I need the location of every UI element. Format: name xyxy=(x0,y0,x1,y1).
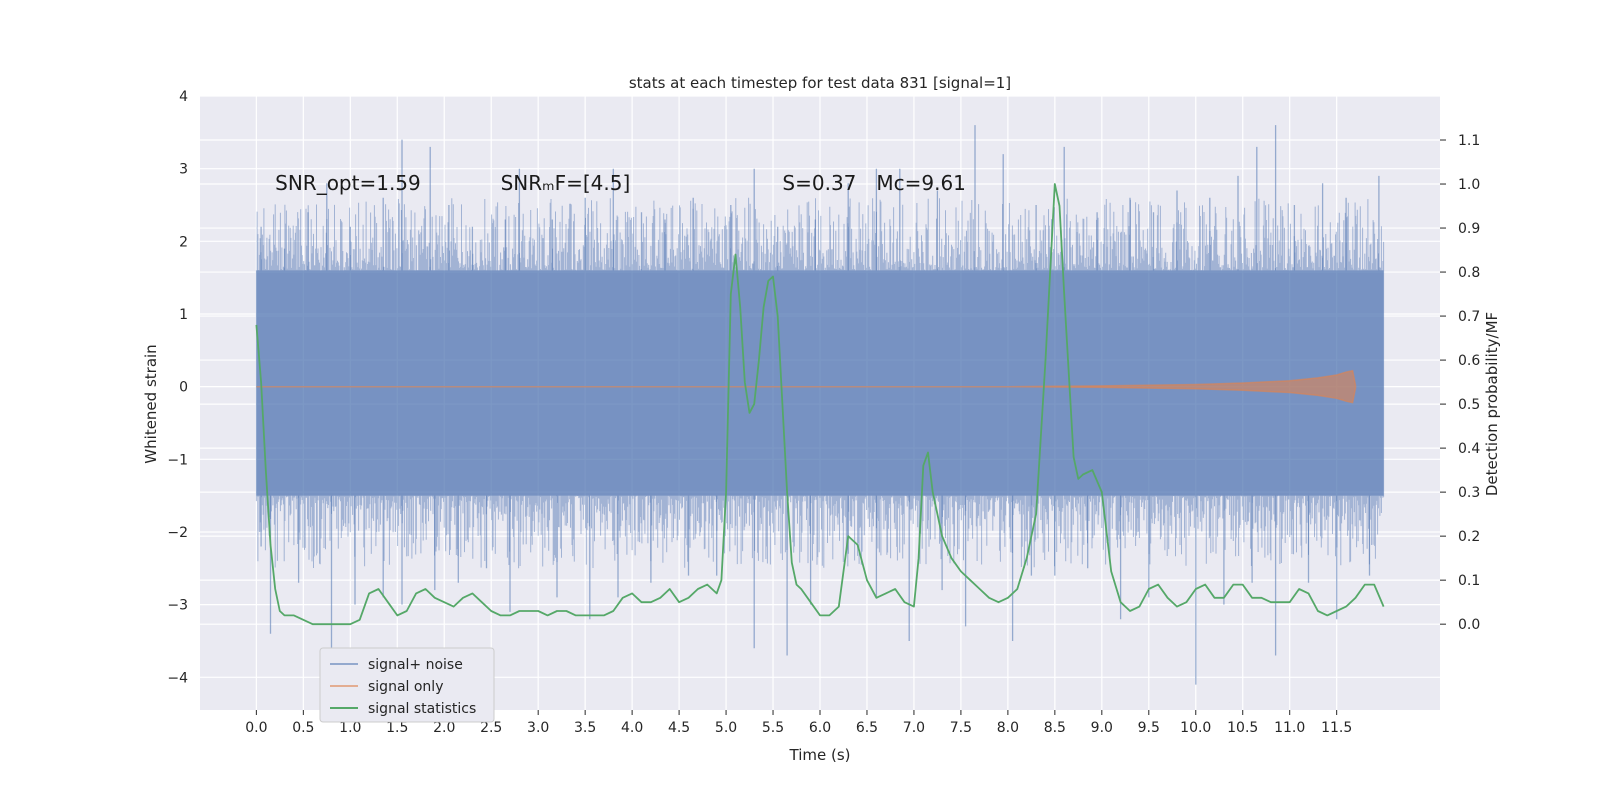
x-tick-label-4: 2.0 xyxy=(433,720,455,736)
annotation-3: Mᴄ=9.61 xyxy=(876,171,966,195)
x-tick-label-9: 4.5 xyxy=(668,720,690,736)
x-tick-label-2: 1.0 xyxy=(339,720,361,736)
y-right-tick-label-2: 0.9 xyxy=(1458,221,1480,237)
x-tick-label-21: 10.5 xyxy=(1227,720,1258,736)
x-tick-label-6: 3.0 xyxy=(527,720,549,736)
y-left-tick-label-4: 0 xyxy=(179,380,188,396)
x-tick-label-13: 6.5 xyxy=(856,720,878,736)
x-tick-labels: 0.0 0.5 1.0 1.5 2.0 2.5 3.0 3.5 4.0 4.5 5.0 5.5 6.0 6… xyxy=(245,710,1352,736)
legend-label-signal-noise: signal+ noise xyxy=(368,657,463,673)
x-tick-label-17: 8.5 xyxy=(1044,720,1066,736)
x-tick-label-7: 3.5 xyxy=(574,720,596,736)
y-right-tick-label-0: 1.1 xyxy=(1458,133,1480,149)
x-tick-label-15: 7.5 xyxy=(950,720,972,736)
y-left-tick-label-0: 4 xyxy=(179,89,188,105)
x-tick-label-5: 2.5 xyxy=(480,720,502,736)
chart-title: stats at each timestep for test data 831… xyxy=(629,74,1011,92)
y-right-tick-label-4: 0.7 xyxy=(1458,309,1480,325)
x-tick-label-12: 6.0 xyxy=(809,720,831,736)
y-right-tick-label-6: 0.5 xyxy=(1458,397,1480,413)
x-tick-label-8: 4.0 xyxy=(621,720,643,736)
signal-only-envelope xyxy=(256,369,1357,404)
x-tick-label-11: 5.5 xyxy=(762,720,784,736)
annotations: SNR_opt=1.59 SNRₘF=[4.5] S=0.37 Mᴄ=9.61 xyxy=(275,171,966,195)
y-left-tick-label-6: −2 xyxy=(167,525,188,541)
x-tick-label-23: 11.5 xyxy=(1321,720,1352,736)
y-right-axis-label: Detection probability/MF xyxy=(1483,312,1501,496)
x-tick-label-20: 10.0 xyxy=(1180,720,1211,736)
y-right-tick-label-9: 0.2 xyxy=(1458,529,1480,545)
y-left-tick-labels: 4 3 2 1 0 −1 −2 −3 −4 xyxy=(167,89,188,686)
signal-noise-peaks xyxy=(260,125,1380,685)
legend-label-signal-only: signal only xyxy=(368,679,443,695)
x-axis-label: Time (s) xyxy=(789,746,851,764)
y-right-tick-label-5: 0.6 xyxy=(1458,353,1480,369)
y-right-tick-label-8: 0.3 xyxy=(1458,485,1480,501)
annotation-1: SNRₘF=[4.5] xyxy=(501,171,631,195)
x-tick-label-22: 11.0 xyxy=(1274,720,1305,736)
x-tick-label-1: 0.5 xyxy=(292,720,314,736)
y-left-tick-label-8: −4 xyxy=(167,670,188,686)
y-left-axis-label: Whitened strain xyxy=(142,344,160,463)
annotation-0: SNR_opt=1.59 xyxy=(275,171,421,195)
signal-statistics-line xyxy=(255,183,1385,626)
y-left-tick-label-5: −1 xyxy=(167,452,188,468)
y-right-tick-label-10: 0.1 xyxy=(1458,573,1480,589)
y-left-tick-label-3: 1 xyxy=(179,307,188,323)
y-right-tick-label-7: 0.4 xyxy=(1458,441,1480,457)
x-tick-label-19: 9.5 xyxy=(1138,720,1160,736)
y-right-tick-label-1: 1.0 xyxy=(1458,177,1480,193)
x-tick-label-10: 5.0 xyxy=(715,720,737,736)
x-tick-label-3: 1.5 xyxy=(386,720,408,736)
x-tick-label-16: 8.0 xyxy=(997,720,1019,736)
legend-label-signal-statistics: signal statistics xyxy=(368,701,476,717)
y-left-tick-label-1: 3 xyxy=(179,162,188,178)
signal-only-series xyxy=(256,369,1357,404)
signal-noise-band xyxy=(256,270,1384,496)
legend-box xyxy=(319,647,495,723)
x-tick-label-18: 9.0 xyxy=(1091,720,1113,736)
annotation-2: S=0.37 xyxy=(782,171,856,195)
y-left-tick-label-7: −3 xyxy=(167,598,188,614)
signal-noise-spikes xyxy=(255,197,1385,569)
y-right-tick-labels: 1.1 1.0 0.9 0.8 0.7 0.6 0.5 0.4 0.3 0.2 0.1 0.0 xyxy=(1440,133,1480,633)
signal-noise-series xyxy=(255,125,1385,685)
x-tick-label-0: 0.0 xyxy=(245,720,267,736)
signal-statistics-series xyxy=(255,183,1385,626)
y-right-tick-label-3: 0.8 xyxy=(1458,265,1480,281)
y-right-tick-label-11: 0.0 xyxy=(1458,617,1480,633)
legend: signal+ noise signal only signal statist… xyxy=(319,647,495,723)
y-left-tick-label-2: 2 xyxy=(179,234,188,250)
x-tick-label-14: 7.0 xyxy=(903,720,925,736)
